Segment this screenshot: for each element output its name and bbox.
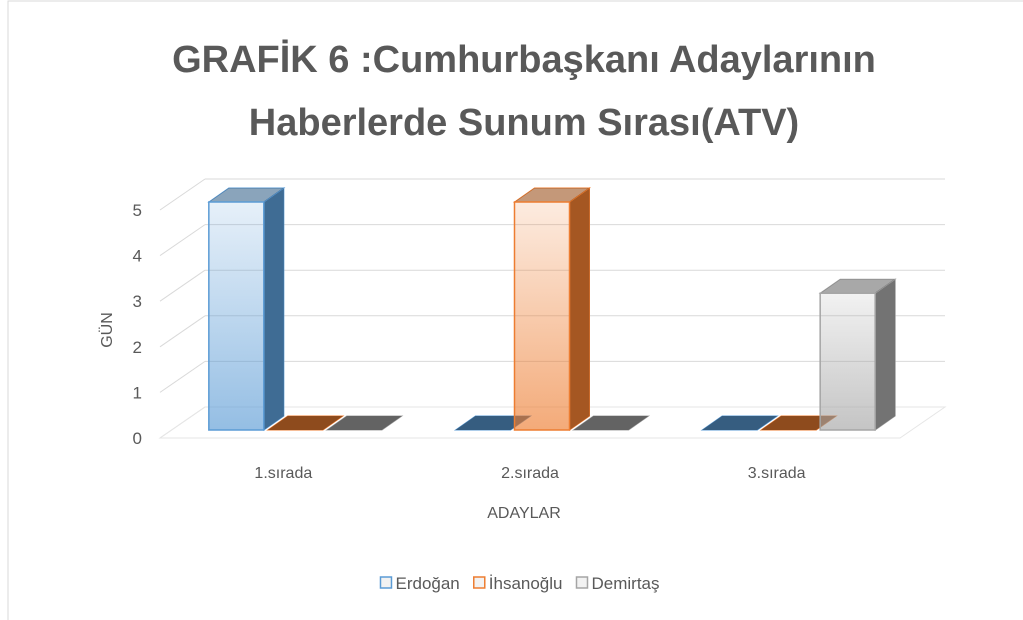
- bar: [819, 292, 876, 431]
- chart-title: GRAFİK 6 :Cumhurbaşkanı Adaylarının: [172, 39, 876, 81]
- bar-top-shade: [702, 416, 778, 430]
- bar-top-shade: [514, 188, 590, 202]
- bar-top-shade: [326, 416, 402, 430]
- x-tick-label: 2.sırada: [501, 465, 559, 482]
- y-tick-label: 2: [133, 338, 142, 357]
- x-axis-label: ADAYLAR: [487, 505, 561, 522]
- bar-top: [571, 415, 651, 431]
- y-tick-label: 0: [133, 429, 142, 448]
- chart-title: Haberlerde Sunum Sırası(ATV): [249, 102, 799, 144]
- bar-top-shade: [208, 188, 284, 202]
- legend-swatch: [379, 576, 393, 589]
- y-tick-label: 4: [133, 247, 142, 266]
- y-axis-label: GÜN: [98, 312, 116, 348]
- grid-line: [159, 315, 206, 348]
- y-tick-label: 3: [133, 292, 142, 311]
- legend-swatch: [575, 576, 589, 589]
- y-tick-label: 1: [133, 383, 142, 402]
- bar-side-shade: [263, 188, 284, 430]
- floor: [158, 406, 947, 439]
- bar: [513, 201, 571, 431]
- bar-side-shade: [875, 279, 896, 430]
- bar-top-shade: [455, 416, 531, 430]
- legend-label: Erdoğan: [395, 574, 459, 593]
- y-tick-label: 5: [133, 201, 142, 220]
- bar-top: [266, 415, 345, 431]
- bar-top: [700, 415, 779, 431]
- bar-top-shade: [573, 416, 649, 430]
- legend-label: İhsanoğlu: [489, 574, 563, 593]
- bar-top-shade: [761, 416, 837, 430]
- grid-line: [159, 269, 206, 302]
- grid-line: [159, 224, 206, 257]
- legend-label: Demirtaş: [592, 574, 660, 593]
- bar-top-shade: [267, 416, 343, 430]
- bar-top-shade: [820, 279, 896, 294]
- grid-line: [159, 178, 206, 211]
- legend-swatch: [473, 576, 486, 589]
- bar-top: [325, 415, 404, 431]
- x-tick-label: 3.sırada: [748, 465, 806, 482]
- bar-side-shade: [569, 188, 590, 430]
- grid-line: [159, 360, 206, 393]
- x-tick-label: 1.sırada: [254, 465, 312, 482]
- bar: [208, 201, 265, 431]
